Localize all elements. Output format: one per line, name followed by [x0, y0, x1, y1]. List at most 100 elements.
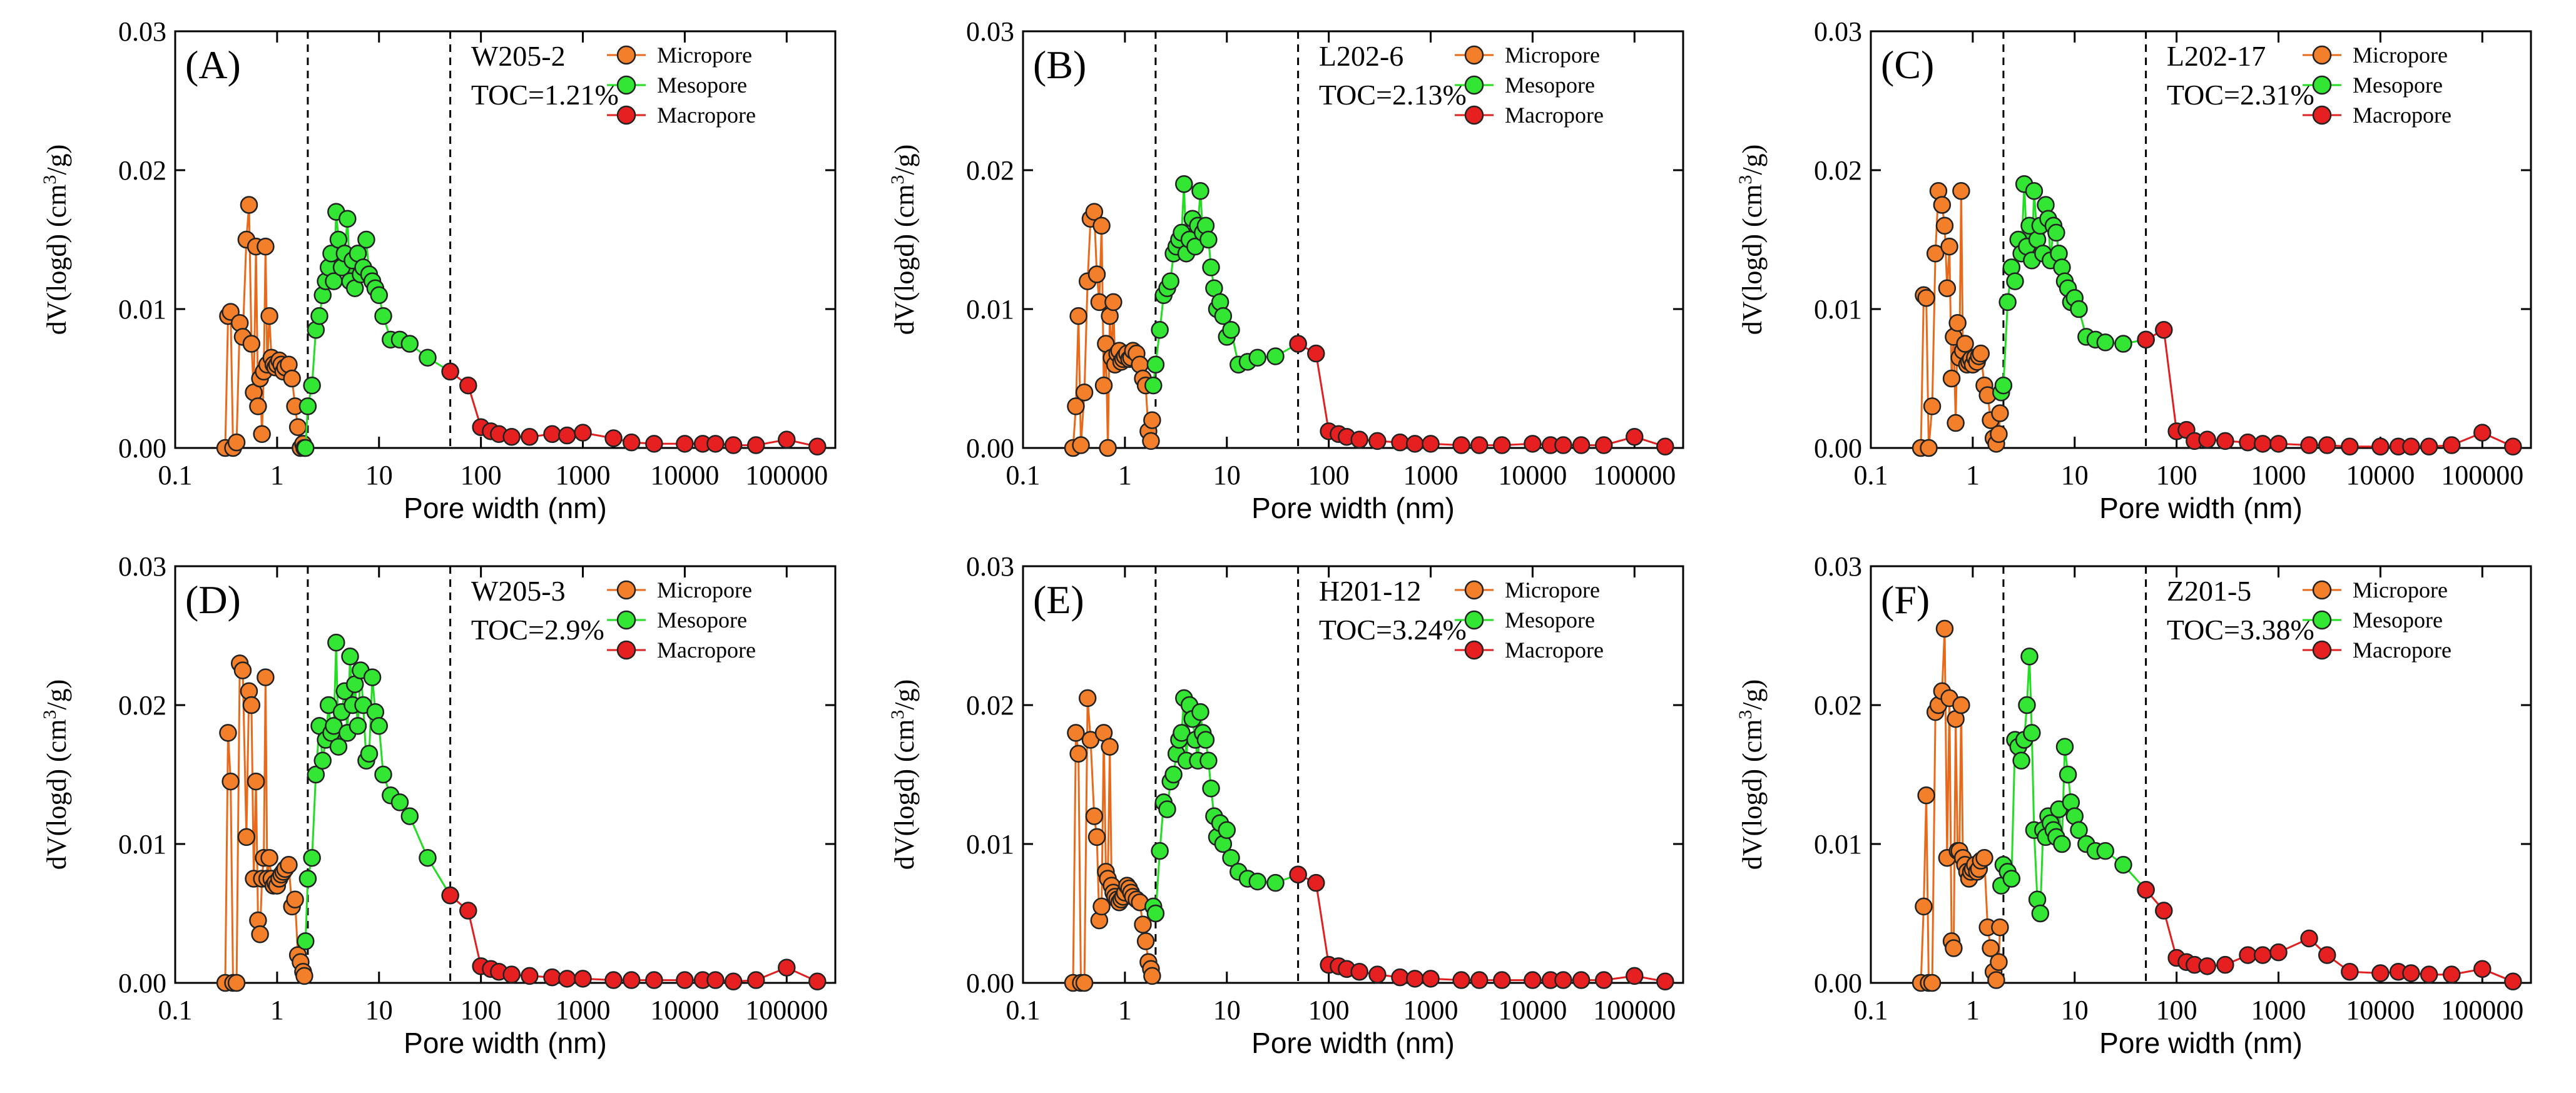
y-axis-label-main: dV(logd) (cm [1737, 185, 1768, 335]
y-axis-label-tail: /g) [41, 145, 72, 175]
panel-letter: (A) [185, 43, 241, 87]
series-line-macropore [2145, 328, 2513, 448]
data-point-mesopore [1191, 182, 1209, 200]
data-point-micropore [1938, 279, 1957, 297]
legend-marker-macropore [2312, 640, 2332, 660]
data-point-macropore [2473, 424, 2492, 442]
data-point-macropore [2254, 946, 2272, 964]
data-point-macropore [1572, 436, 1591, 454]
x-tick-label: 1000 [2251, 995, 2306, 1025]
data-point-micropore [253, 425, 271, 444]
data-point-mesopore [1191, 703, 1209, 721]
sample-name: Z201-5 [2167, 575, 2251, 607]
data-point-micropore [260, 848, 278, 867]
legend-label-micropore: Micropore [2353, 43, 2448, 68]
data-point-micropore [1075, 974, 1094, 992]
data-point-macropore [502, 965, 521, 984]
data-point-micropore [1923, 974, 1942, 992]
x-tick-label: 100000 [745, 995, 828, 1025]
data-point-macropore [1391, 433, 1409, 452]
data-point-mesopore [1218, 821, 1236, 840]
y-tick-label: 0.00 [118, 968, 166, 999]
data-point-macropore [747, 971, 765, 989]
data-point-micropore [1990, 953, 2008, 971]
y-axis-label-sup: 3 [887, 710, 908, 719]
data-point-mesopore [2114, 335, 2132, 353]
x-tick-label: 0.1 [158, 460, 193, 491]
data-point-macropore [1368, 432, 1387, 450]
x-tick-label: 1000 [556, 460, 611, 491]
data-point-macropore [558, 970, 576, 988]
data-point-mesopore [370, 286, 389, 305]
x-axis-label: Pore width (nm) [404, 1027, 607, 1059]
data-point-micropore [242, 335, 261, 353]
x-tick-label: 100 [461, 460, 502, 491]
data-point-macropore [676, 971, 694, 989]
series-line-mesopore [2000, 656, 2147, 914]
data-point-micropore [1142, 432, 1160, 450]
y-tick-label: 0.00 [966, 968, 1014, 999]
data-point-macropore [2300, 929, 2318, 948]
legend-label-mesopore: Mesopore [2353, 608, 2443, 633]
x-tick-label: 100 [1308, 460, 1350, 491]
data-point-mesopore [2023, 724, 2041, 742]
data-point-mesopore [1164, 765, 1183, 784]
data-point-mesopore [1161, 272, 1179, 290]
data-point-micropore [1975, 848, 1993, 867]
x-tick-label: 1 [270, 995, 284, 1025]
legend-label-micropore: Micropore [2353, 577, 2448, 602]
data-point-macropore [1307, 344, 1325, 363]
data-point-micropore [1143, 967, 1161, 985]
data-point-micropore [1917, 288, 1935, 307]
data-point-mesopore [2070, 821, 2088, 840]
data-point-macropore [1422, 435, 1440, 453]
data-point-micropore [1991, 404, 2009, 422]
data-point-micropore [1935, 216, 1954, 235]
data-point-macropore [1289, 865, 1307, 884]
data-point-macropore [2420, 437, 2438, 456]
y-axis-label-main: dV(logd) (cm [889, 719, 920, 870]
data-point-mesopore [1202, 258, 1220, 277]
data-point-mesopore [374, 307, 392, 325]
data-point-macropore [1470, 971, 1489, 989]
plot-frame [1870, 30, 2532, 449]
x-tick-label: 1000 [2251, 460, 2306, 491]
legend-marker-mesopore [2312, 75, 2332, 95]
panel-letter: (B) [1033, 43, 1086, 87]
data-point-micropore [251, 925, 269, 943]
data-point-macropore [2371, 437, 2390, 456]
toc-value: TOC=1.21% [471, 79, 619, 111]
x-tick-label: 10000 [650, 460, 719, 491]
legend-marker-mesopore [616, 610, 636, 630]
data-point-mesopore [2002, 870, 2021, 888]
data-point-micropore [1092, 897, 1111, 916]
x-tick-label: 10 [1213, 460, 1241, 491]
sample-name: W205-2 [471, 40, 566, 72]
data-point-micropore [1085, 203, 1104, 221]
x-tick-label: 1000 [556, 995, 611, 1025]
data-point-macropore [2402, 437, 2420, 456]
plot-frame [174, 565, 837, 984]
legend-marker-micropore [616, 45, 636, 65]
data-point-micropore [1072, 436, 1090, 454]
x-tick-label: 10 [365, 460, 393, 491]
data-point-micropore [227, 433, 246, 452]
legend-marker-micropore [1464, 45, 1484, 65]
chart-panel: 0.00 0.01 0.02 0.03 0.1 1 10 100 1000 10000 100000… [1735, 16, 2532, 524]
data-point-micropore [1099, 439, 1117, 457]
x-tick-label: 100000 [1593, 460, 1676, 491]
data-point-micropore [1945, 939, 1963, 957]
y-axis-label-tail: /g) [889, 145, 920, 175]
x-tick-label: 1 [1966, 460, 1980, 491]
data-point-macropore [1626, 967, 1644, 985]
x-axis-label: Pore width (nm) [2099, 492, 2303, 524]
data-point-macropore [441, 886, 459, 905]
data-point-macropore [2504, 972, 2522, 991]
data-point-macropore [676, 435, 694, 453]
data-point-macropore [1656, 437, 1674, 456]
x-tick-label: 1 [1966, 995, 1980, 1025]
data-point-mesopore [370, 717, 389, 735]
x-tick-label: 10 [365, 995, 393, 1025]
data-point-micropore [1990, 425, 2008, 444]
x-tick-label: 100 [1308, 995, 1350, 1025]
